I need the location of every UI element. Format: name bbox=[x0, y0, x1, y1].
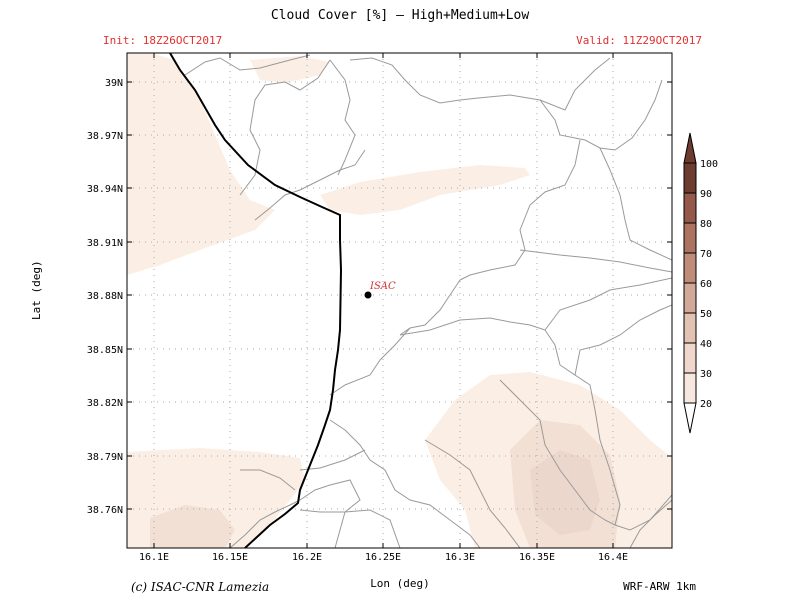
y-tick-label: 38.88N bbox=[87, 291, 123, 302]
colorbar-bin bbox=[683, 162, 697, 194]
tick-marks bbox=[127, 53, 672, 548]
colorbar-bin bbox=[683, 372, 697, 404]
colorbar-top-arrow bbox=[683, 132, 697, 164]
init-time: Init: 18Z26OCT2017 bbox=[103, 34, 223, 47]
chart-title: Cloud Cover [%] — High+Medium+Low bbox=[270, 8, 530, 23]
cloud-cover-shading bbox=[127, 53, 672, 548]
cloud-patch-north bbox=[250, 56, 330, 83]
cloud-patch-northwest bbox=[127, 53, 275, 275]
y-tick-label: 39N bbox=[105, 78, 123, 89]
colorbar-bin bbox=[683, 342, 697, 374]
y-tick-labels: 39N 38.97N 38.94N 38.91N 38.88N 38.85N 3… bbox=[87, 78, 123, 516]
colorbar-bin bbox=[683, 222, 697, 254]
colorbar-bin bbox=[683, 282, 697, 314]
cloud-patch-northeast-band bbox=[320, 165, 530, 215]
colorbar-label: 20 bbox=[700, 399, 712, 410]
colorbar-label: 40 bbox=[700, 339, 712, 350]
x-tick-label: 16.25E bbox=[365, 552, 401, 563]
colorbar-label: 90 bbox=[700, 189, 712, 200]
colorbar-label: 70 bbox=[700, 249, 712, 260]
cloud-patch-southwest-dark bbox=[150, 505, 235, 548]
colorbar-label: 50 bbox=[700, 309, 712, 320]
x-tick-label: 16.1E bbox=[139, 552, 169, 563]
y-tick-label: 38.97N bbox=[87, 131, 123, 142]
y-tick-label: 38.82N bbox=[87, 398, 123, 409]
x-tick-label: 16.15E bbox=[212, 552, 248, 563]
colorbar-bin bbox=[683, 312, 697, 344]
y-tick-label: 38.76N bbox=[87, 505, 123, 516]
colorbar: 100 90 80 70 60 50 40 30 20 bbox=[683, 132, 718, 434]
colorbar-bottom-arrow bbox=[683, 402, 697, 434]
x-axis-label: Lon (deg) bbox=[370, 577, 430, 590]
y-tick-label: 38.94N bbox=[87, 184, 123, 195]
x-tick-label: 16.2E bbox=[292, 552, 322, 563]
isac-station-marker bbox=[364, 291, 372, 299]
colorbar-bin bbox=[683, 192, 697, 224]
model-text: WRF-ARW 1km bbox=[623, 580, 696, 593]
y-axis-label: Lat (deg) bbox=[30, 260, 43, 320]
plot-area: ISAC bbox=[127, 53, 672, 548]
y-tick-label: 38.79N bbox=[87, 452, 123, 463]
y-tick-label: 38.91N bbox=[87, 238, 123, 249]
x-tick-label: 16.35E bbox=[519, 552, 555, 563]
x-tick-label: 16.4E bbox=[598, 552, 628, 563]
plot-frame bbox=[126, 52, 673, 549]
isac-station-label: ISAC bbox=[369, 281, 396, 292]
municipal-boundaries bbox=[184, 54, 672, 548]
gridlines bbox=[127, 53, 672, 548]
colorbar-bin bbox=[683, 252, 697, 284]
coastline bbox=[169, 53, 343, 548]
x-tick-labels: 16.1E 16.15E 16.2E 16.25E 16.3E 16.35E 1… bbox=[139, 552, 628, 563]
credit-text: (c) ISAC-CNR Lamezia bbox=[131, 580, 270, 594]
x-tick-label: 16.3E bbox=[445, 552, 475, 563]
colorbar-label: 30 bbox=[700, 369, 712, 380]
cloud-patch-southeast-dark bbox=[530, 450, 600, 535]
y-tick-label: 38.85N bbox=[87, 345, 123, 356]
valid-time: Valid: 11Z29OCT2017 bbox=[576, 34, 702, 47]
colorbar-label: 80 bbox=[700, 219, 712, 230]
colorbar-label: 100 bbox=[700, 159, 718, 170]
colorbar-label: 60 bbox=[700, 279, 712, 290]
